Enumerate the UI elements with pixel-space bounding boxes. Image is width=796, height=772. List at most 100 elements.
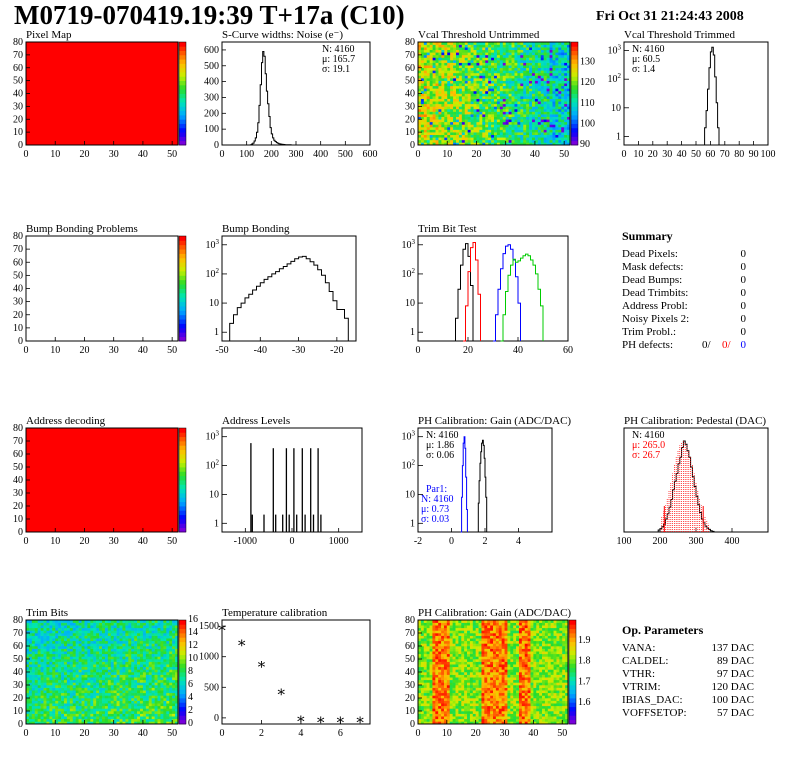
heatmap-cell bbox=[467, 134, 471, 138]
heatmap-cell bbox=[496, 90, 501, 94]
data-point: ∗ bbox=[316, 713, 326, 729]
heatmap-cell bbox=[151, 713, 155, 717]
heatmap-cell bbox=[470, 101, 474, 105]
heatmap-cell bbox=[142, 679, 147, 683]
heatmap-cell bbox=[58, 685, 62, 688]
heatmap-cell bbox=[122, 669, 126, 673]
heatmap-cell bbox=[110, 687, 114, 691]
palette-tick-label: 12 bbox=[188, 640, 198, 651]
heatmap-cell bbox=[491, 83, 495, 87]
y-tick-label: 40 bbox=[13, 475, 23, 486]
heatmap-cell bbox=[163, 700, 167, 704]
heatmap-cell bbox=[58, 633, 62, 636]
heatmap-cell bbox=[31, 711, 36, 714]
chart-title: Temperature calibration bbox=[222, 607, 328, 619]
heatmap-cell bbox=[429, 713, 433, 717]
heatmap-cell bbox=[555, 60, 559, 63]
heatmap-cell bbox=[58, 625, 62, 629]
heatmap-cell bbox=[122, 711, 126, 714]
heatmap-cell bbox=[453, 106, 457, 110]
heatmap-cell bbox=[482, 78, 486, 81]
heatmap-cell bbox=[420, 90, 425, 94]
heatmap-cell bbox=[90, 659, 94, 662]
heatmap-cell bbox=[567, 111, 571, 115]
heatmap-cell bbox=[31, 651, 36, 655]
heatmap-cell bbox=[482, 67, 486, 71]
chart-ph-pedestal: PH Calibration: Pedestal (DAC)100 200 300 4… bbox=[617, 415, 769, 547]
heatmap-cell bbox=[145, 721, 150, 725]
heatmap-cell bbox=[55, 633, 59, 636]
heatmap-cell bbox=[72, 633, 76, 636]
heatmap-cell bbox=[119, 711, 123, 714]
x-tick-label: 50 bbox=[167, 345, 177, 356]
heatmap-cell bbox=[447, 114, 451, 117]
heatmap-cell bbox=[102, 633, 106, 636]
heatmap-cell bbox=[43, 646, 47, 649]
heatmap-cell bbox=[418, 114, 422, 117]
heatmap-cell bbox=[546, 42, 550, 45]
heatmap-cell bbox=[28, 640, 33, 644]
heatmap-cell bbox=[429, 620, 433, 623]
heatmap-cell bbox=[52, 679, 56, 683]
heatmap-cell bbox=[561, 129, 565, 133]
heatmap-cell bbox=[151, 659, 155, 662]
heatmap-cell bbox=[75, 716, 79, 720]
heatmap-cell bbox=[485, 96, 489, 99]
heatmap-cell bbox=[93, 646, 97, 649]
stat-line: N: 4160 bbox=[322, 44, 355, 55]
heatmap-cell bbox=[418, 635, 422, 639]
heatmap-cell bbox=[429, 698, 433, 701]
heatmap-cell bbox=[34, 703, 38, 707]
heatmap-cell bbox=[110, 716, 114, 720]
heatmap-cell bbox=[467, 70, 471, 74]
heatmap-cell bbox=[90, 679, 94, 683]
heatmap-cell bbox=[75, 661, 79, 665]
heatmap-cell bbox=[499, 47, 504, 51]
heatmap-cell bbox=[508, 60, 512, 63]
heatmap-cell bbox=[552, 62, 556, 66]
heatmap-cell bbox=[49, 690, 53, 694]
heatmap-cell bbox=[432, 96, 436, 99]
heatmap-cell bbox=[131, 713, 135, 717]
heatmap-cell bbox=[453, 139, 457, 143]
heatmap-cell bbox=[494, 132, 498, 136]
heatmap-cell bbox=[476, 42, 480, 45]
heatmap-cell bbox=[526, 52, 530, 56]
heatmap-cell bbox=[160, 677, 164, 681]
heatmap-cell bbox=[476, 121, 480, 125]
heatmap-cell bbox=[175, 659, 179, 662]
heatmap-cell bbox=[479, 85, 483, 89]
heatmap-cell bbox=[534, 96, 539, 99]
heatmap-cell bbox=[43, 669, 47, 673]
heatmap-cell bbox=[479, 121, 483, 125]
heatmap-cell bbox=[128, 716, 132, 720]
heatmap-cell bbox=[93, 656, 97, 660]
heatmap-cell bbox=[66, 695, 71, 699]
heatmap-cell bbox=[46, 682, 50, 686]
heatmap-cell bbox=[488, 108, 492, 112]
heatmap-cell bbox=[564, 44, 568, 48]
heatmap-cell bbox=[461, 88, 466, 92]
heatmap-cell bbox=[470, 137, 474, 141]
heatmap-cell bbox=[107, 620, 112, 623]
heatmap-cell bbox=[467, 80, 471, 84]
heatmap-cell bbox=[142, 661, 147, 665]
heatmap-cell bbox=[61, 630, 65, 634]
heatmap-cell bbox=[93, 674, 97, 678]
heatmap-cell bbox=[567, 98, 571, 102]
heatmap-cell bbox=[418, 646, 422, 649]
heatmap-cell bbox=[508, 44, 512, 48]
heatmap-cell bbox=[511, 139, 515, 143]
heatmap-cell bbox=[508, 119, 512, 123]
heatmap-cell bbox=[134, 685, 138, 688]
heatmap-cell bbox=[90, 718, 94, 722]
heatmap-cell bbox=[444, 134, 448, 138]
heatmap-cell bbox=[423, 705, 427, 709]
heatmap-cell bbox=[549, 103, 553, 107]
heatmap-cell bbox=[485, 44, 489, 48]
heatmap-cell bbox=[502, 62, 506, 66]
heatmap-cell bbox=[467, 116, 471, 120]
palette-step bbox=[179, 119, 186, 124]
heatmap-cell bbox=[84, 625, 88, 629]
heatmap-cell bbox=[473, 60, 477, 63]
